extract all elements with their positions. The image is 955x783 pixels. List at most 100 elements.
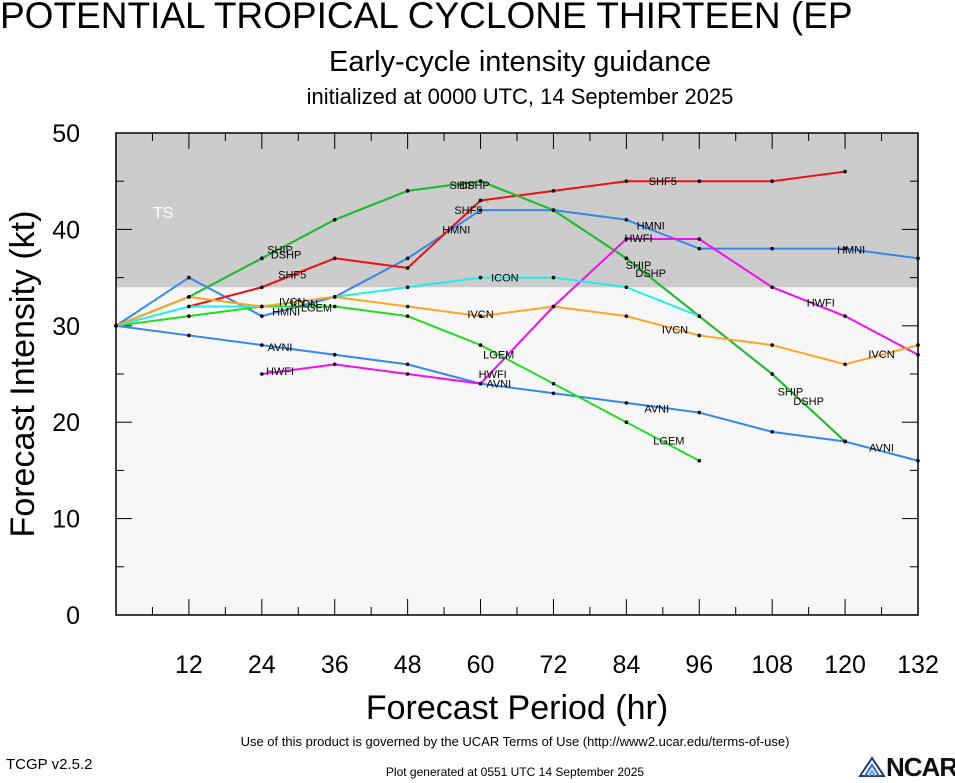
y-tick-label: 40 xyxy=(52,216,80,244)
series-label-hmni: HMNI xyxy=(637,221,665,233)
data-point-hwfi xyxy=(624,237,629,241)
series-label-ivcn: IVCN xyxy=(279,297,305,309)
series-label-lgem: LGEM xyxy=(301,302,332,314)
data-point-avni xyxy=(187,333,191,338)
data-point-lgem xyxy=(332,304,337,309)
series-label-ship: SHIP xyxy=(778,386,804,398)
y-tick-label: 10 xyxy=(52,506,80,534)
y-tick-label: 0 xyxy=(66,602,80,630)
series-line-hmni xyxy=(115,209,919,327)
data-point-icon xyxy=(405,285,410,290)
initialized-time: initialized at 0000 UTC, 14 September 20… xyxy=(306,84,734,109)
ncar-logo: NCAR xyxy=(858,752,955,782)
x-tick-label: 108 xyxy=(751,651,793,679)
data-point-icon xyxy=(187,304,191,309)
data-point-lgem xyxy=(697,458,702,463)
series-label-icon: ICON xyxy=(491,273,519,285)
series-label-avni: AVNI xyxy=(644,404,669,416)
series-label-hmni: HMNI xyxy=(837,245,865,257)
series-label-ivcn: IVCN xyxy=(662,325,688,337)
data-point-ship xyxy=(478,179,483,183)
x-tick-label: 36 xyxy=(321,651,349,679)
data-point-shf5 xyxy=(260,285,264,290)
data-point-avni xyxy=(697,410,702,415)
series-label-shf5: SHF5 xyxy=(454,205,482,217)
x-tick-label: 12 xyxy=(175,651,203,679)
data-point-ship xyxy=(405,189,410,193)
series-label-hmni: HMNI xyxy=(272,306,300,318)
chart-subtitle: Early-cycle intensity guidance xyxy=(328,46,711,78)
data-point-hmni xyxy=(405,256,410,261)
data-point-ivcn xyxy=(405,304,410,309)
data-point-shf5 xyxy=(332,256,337,261)
y-tick-label: 30 xyxy=(52,313,80,341)
data-point-avni xyxy=(551,391,556,396)
data-point-ivcn xyxy=(187,295,191,299)
series-label-lgem: LGEM xyxy=(653,436,684,448)
data-point-ivcn xyxy=(332,295,337,299)
data-point-ship xyxy=(551,208,556,212)
data-point-icon xyxy=(551,275,556,280)
data-point-shf5 xyxy=(624,179,629,183)
x-tick-label: 132 xyxy=(897,651,939,679)
series-label-dshp: DSHP xyxy=(793,396,824,408)
data-point-hmni xyxy=(697,246,702,251)
series-line-avni xyxy=(115,324,919,462)
data-point-hwfi xyxy=(843,314,847,318)
series-label-shf5: SHF5 xyxy=(649,176,677,188)
series-label-ship: SHIP xyxy=(267,245,293,257)
data-point-hwfi xyxy=(770,285,774,290)
x-tick-label: 120 xyxy=(824,651,866,679)
series-label-hwfi: HWFI xyxy=(266,366,294,378)
data-point-shf5 xyxy=(697,179,702,183)
data-point-lgem xyxy=(187,314,191,318)
data-point-ship xyxy=(624,256,629,261)
data-point-ivcn xyxy=(260,304,264,309)
y-tick-label: 20 xyxy=(52,409,80,437)
series-label-ivcn: IVCN xyxy=(467,309,493,321)
plot-frame xyxy=(115,132,919,616)
data-point-hwfi xyxy=(260,372,264,376)
data-point-hmni xyxy=(624,217,629,222)
y-axis-label: Forecast Intensity (kt) xyxy=(4,211,42,538)
data-point-avni xyxy=(770,430,774,434)
data-point-hwfi xyxy=(478,381,483,386)
series-label-dshp: DSHP xyxy=(635,268,666,280)
data-point-hwfi xyxy=(332,362,337,367)
data-point-lgem xyxy=(624,420,629,425)
version-label: TCGP v2.5.2 xyxy=(6,756,93,773)
data-point-ivcn xyxy=(551,304,556,309)
series-label-hwfi: HWFI xyxy=(807,298,835,310)
data-point-ivcn xyxy=(770,343,774,347)
data-point-icon xyxy=(624,285,629,290)
data-point-ivcn xyxy=(624,314,629,318)
series-label-avni: AVNI xyxy=(268,342,293,354)
x-tick-label: 72 xyxy=(540,651,568,679)
series-label-avni: AVNI xyxy=(869,442,894,454)
series-label-ship: SHIP xyxy=(626,260,652,272)
series-line-ivcn xyxy=(115,295,919,366)
x-tick-label: 60 xyxy=(467,651,495,679)
data-point-hwfi xyxy=(697,237,702,241)
data-point-ivcn xyxy=(843,362,847,367)
series-line-hwfi xyxy=(261,238,919,385)
data-point-icon xyxy=(697,314,702,318)
x-tick-label: 96 xyxy=(685,651,713,679)
band-label: TS xyxy=(153,205,173,222)
ncar-logo-mark xyxy=(858,756,886,777)
data-point-hmni xyxy=(187,275,191,280)
data-point-ship xyxy=(260,256,264,261)
data-point-avni xyxy=(332,352,337,357)
series-label-ivcn: IVCN xyxy=(868,349,894,361)
generated-timestamp: Plot generated at 0551 UTC 14 September … xyxy=(385,765,645,779)
terms-of-use-text: Use of this product is governed by the U… xyxy=(240,734,790,749)
data-point-icon xyxy=(478,275,483,280)
data-point-shf5 xyxy=(770,179,774,183)
data-point-hwfi xyxy=(405,372,410,376)
data-point-avni xyxy=(624,401,629,405)
data-point-hmni xyxy=(843,246,847,251)
series-label-hwfi: HWFI xyxy=(479,369,507,381)
data-point-shf5 xyxy=(551,189,556,193)
series-label-hwfi: HWFI xyxy=(624,233,652,245)
